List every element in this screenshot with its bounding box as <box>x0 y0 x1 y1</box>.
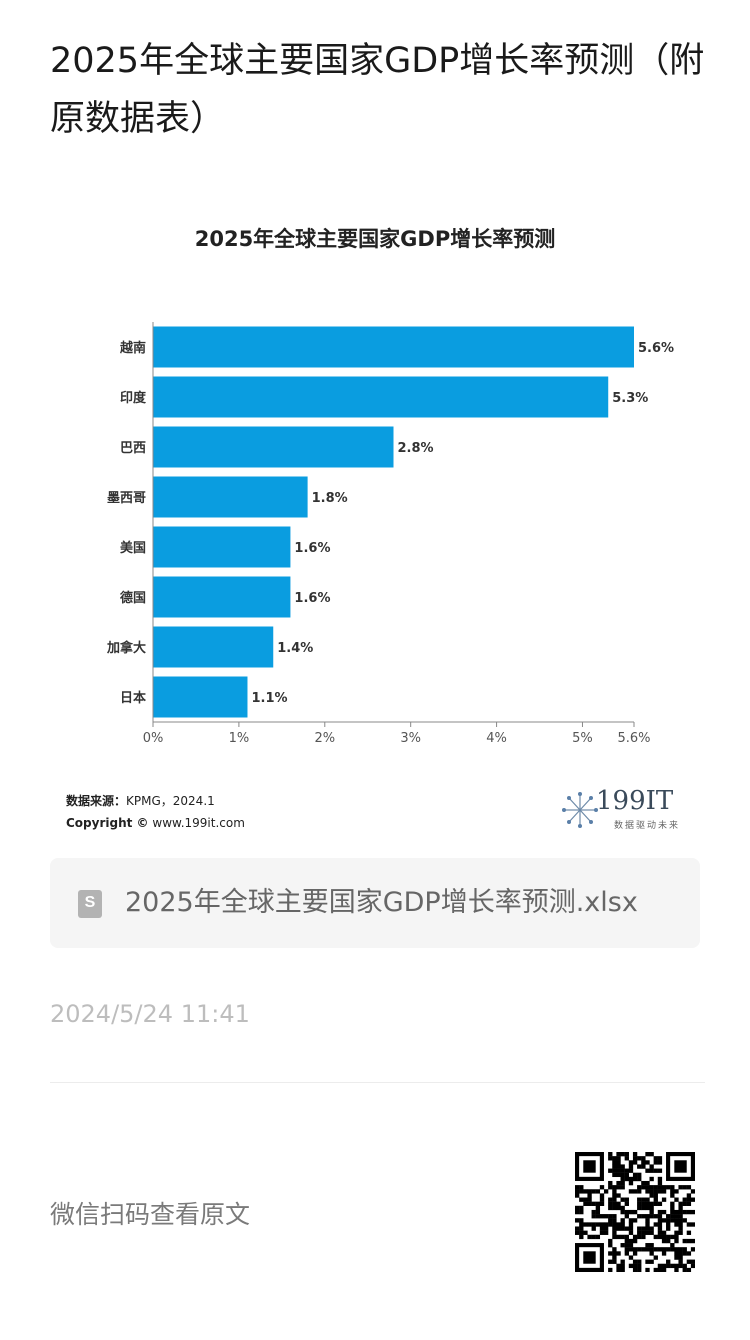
x-tick-label: 4% <box>486 731 507 746</box>
category-label: 德国 <box>120 590 146 606</box>
publish-timestamp: 2024/5/24 11:41 <box>50 1000 250 1028</box>
bar-3 <box>153 476 308 518</box>
x-tick-label: 1% <box>229 731 250 746</box>
category-label: 印度 <box>120 390 147 406</box>
data-label: 1.8% <box>312 491 348 506</box>
x-tick-label: 2% <box>314 731 335 746</box>
category-label: 加拿大 <box>106 640 146 656</box>
bar-2 <box>153 426 394 468</box>
bar-5 <box>153 576 291 618</box>
scan-to-view-text: 微信扫码查看原文 <box>50 1200 251 1229</box>
dandelion-logo-icon <box>562 792 598 828</box>
data-label: 1.4% <box>277 641 313 656</box>
data-label: 1.6% <box>294 591 330 606</box>
brand-logo: 199IT 数据驱动未来 <box>560 786 690 834</box>
chart-card: 2025年全球主要国家GDP增长率预测 越南 5.6% 印度 5.3% 巴西 2.8% 墨西… <box>50 200 700 840</box>
category-label: 日本 <box>120 690 146 706</box>
category-label: 巴西 <box>120 441 146 456</box>
divider <box>50 1082 705 1083</box>
spreadsheet-file-icon: S <box>78 890 102 918</box>
bar-6 <box>153 626 274 668</box>
brand-slogan: 数据驱动未来 <box>614 821 681 831</box>
source-label: 数据来源： <box>66 794 127 808</box>
chart-title: 2025年全球主要国家GDP增长率预测 <box>195 227 556 251</box>
category-label: 美国 <box>120 540 146 556</box>
data-label: 1.6% <box>294 541 330 556</box>
category-label: 墨西哥 <box>107 490 146 506</box>
copyright-value: www.199it.com <box>152 816 245 830</box>
source-value: KPMG，2024.1 <box>126 794 215 808</box>
chart-source-block: 数据来源：KPMG，2024.1 Copyright © www.199it.c… <box>66 790 245 834</box>
bar-0 <box>153 326 634 368</box>
qr-code-icon[interactable] <box>575 1152 695 1272</box>
bar-4 <box>153 526 291 568</box>
x-tick-label: 5% <box>572 731 593 746</box>
data-label: 2.8% <box>398 441 434 456</box>
category-label: 越南 <box>119 340 146 356</box>
article-title: 2025年全球主要国家GDP增长率预测（附原数据表） <box>50 41 705 139</box>
bar-1 <box>153 376 609 418</box>
file-icon-letter: S <box>84 894 96 911</box>
brand-name: 199IT <box>596 786 674 816</box>
data-label: 5.6% <box>638 341 674 356</box>
attachment-card[interactable]: S 2025年全球主要国家GDP增长率预测.xlsx <box>50 858 700 948</box>
bar-7 <box>153 676 248 718</box>
attachment-file-name[interactable]: 2025年全球主要国家GDP增长率预测.xlsx <box>125 887 638 918</box>
x-tick-label: 5.6% <box>617 731 650 746</box>
copyright-label: Copyright © <box>66 816 149 830</box>
data-label: 5.3% <box>612 391 648 406</box>
data-label: 1.1% <box>251 691 287 706</box>
x-tick-label: 3% <box>400 731 421 746</box>
bar-chart: 2025年全球主要国家GDP增长率预测 越南 5.6% 印度 5.3% 巴西 2.8% 墨西… <box>106 227 674 746</box>
x-tick-label: 0% <box>143 731 164 746</box>
